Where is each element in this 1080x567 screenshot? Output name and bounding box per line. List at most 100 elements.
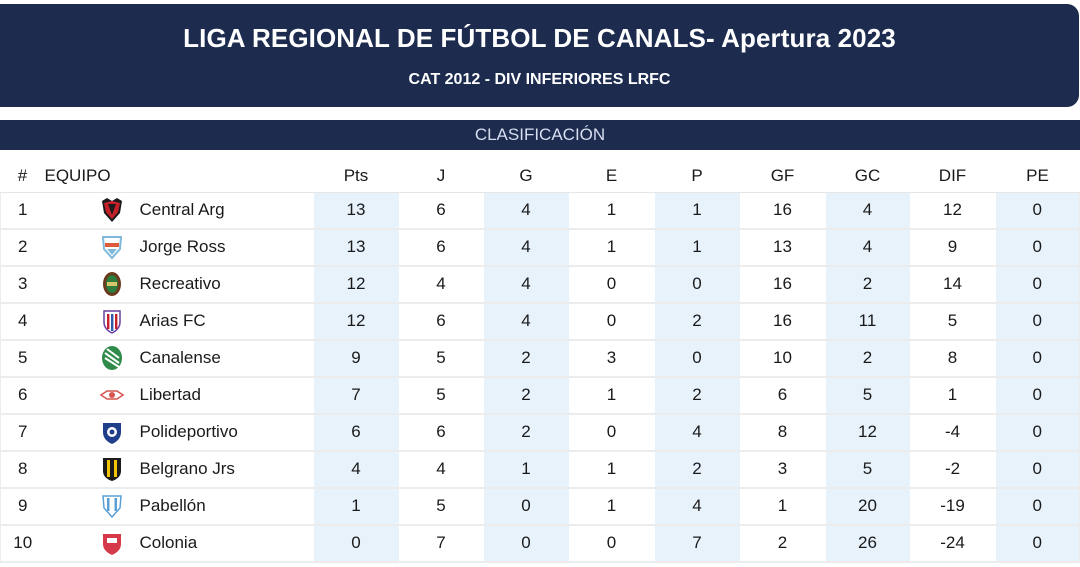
pts-cell: 9 [313, 339, 399, 378]
dif-cell: -2 [909, 450, 996, 489]
col-header-gf: GF [739, 161, 826, 193]
gc-cell: 20 [825, 487, 910, 526]
team-cell: Jorge Ross [44, 228, 314, 267]
e-cell: 0 [568, 265, 655, 304]
e-cell: 1 [568, 376, 655, 415]
table-row: 3 Recreativo 12 4 4 0 0 16 2 14 0 [0, 265, 1080, 304]
team-name: Arias FC [139, 311, 206, 330]
col-header-e: E [568, 161, 655, 193]
pe-cell: 0 [995, 376, 1080, 415]
gc-cell: 26 [825, 524, 910, 563]
g-cell: 1 [483, 450, 569, 489]
pe-cell: 0 [995, 302, 1080, 341]
position-cell: 8 [0, 450, 45, 489]
g-cell: 2 [483, 339, 569, 378]
position-cell: 5 [0, 339, 45, 378]
gf-cell: 6 [739, 376, 826, 415]
table-row: 2 Jorge Ross 13 6 4 1 1 13 4 9 0 [0, 228, 1080, 267]
team-name: Canalense [139, 348, 221, 367]
team-cell: Central Arg [44, 192, 314, 230]
gf-cell: 3 [739, 450, 826, 489]
e-cell: 0 [568, 524, 655, 563]
table-header-row: # EQUIPO Pts J G E P GF GC DIF PE [0, 161, 1080, 193]
e-cell: 1 [568, 192, 655, 230]
libertad-crest-icon [99, 382, 125, 408]
team-name: Polideportivo [139, 422, 238, 441]
table-row: 10 Colonia 0 7 0 0 7 2 26 -24 0 [0, 524, 1080, 563]
polideportivo-crest-icon [99, 419, 125, 445]
arias-fc-crest-icon [99, 308, 125, 334]
p-cell: 0 [654, 339, 740, 378]
col-header-j: J [398, 161, 484, 193]
dif-cell: 12 [909, 192, 996, 230]
team-name: Recreativo [139, 274, 221, 293]
dif-cell: -4 [909, 413, 996, 452]
e-cell: 3 [568, 339, 655, 378]
dif-cell: 1 [909, 376, 996, 415]
league-header: LIGA REGIONAL DE FÚTBOL DE CANALS- Apert… [0, 4, 1079, 107]
g-cell: 2 [483, 376, 569, 415]
j-cell: 6 [398, 192, 484, 230]
pts-cell: 13 [313, 192, 399, 230]
central-arg-crest-icon [99, 197, 125, 223]
table-row: 4 Arias FC 12 6 4 0 2 16 11 5 0 [0, 302, 1080, 341]
p-cell: 2 [654, 450, 740, 489]
standings-table: # EQUIPO Pts J G E P GF GC DIF PE 1 Centr… [0, 161, 1080, 563]
gf-cell: 2 [739, 524, 826, 563]
gf-cell: 16 [739, 192, 826, 230]
table-row: 8 Belgrano Jrs 4 4 1 1 2 3 5 -2 0 [0, 450, 1080, 489]
position-cell: 2 [0, 228, 45, 267]
team-name: Belgrano Jrs [139, 459, 235, 478]
gc-cell: 2 [825, 265, 910, 304]
pts-cell: 6 [313, 413, 399, 452]
g-cell: 4 [483, 302, 569, 341]
pts-cell: 1 [313, 487, 399, 526]
table-row: 1 Central Arg 13 6 4 1 1 16 4 12 0 [0, 192, 1080, 230]
col-header-team: EQUIPO [44, 161, 314, 193]
gc-cell: 5 [825, 450, 910, 489]
j-cell: 5 [398, 487, 484, 526]
j-cell: 5 [398, 376, 484, 415]
position-cell: 3 [0, 265, 45, 304]
table-row: 5 Canalense 9 5 2 3 0 10 2 8 0 [0, 339, 1080, 378]
gf-cell: 1 [739, 487, 826, 526]
team-cell: Polideportivo [44, 413, 314, 452]
belgrano-jrs-crest-icon [99, 456, 125, 482]
pe-cell: 0 [995, 413, 1080, 452]
e-cell: 0 [568, 413, 655, 452]
gc-cell: 2 [825, 339, 910, 378]
table-row: 9 Pabellón 1 5 0 1 4 1 20 -19 0 [0, 487, 1080, 526]
gc-cell: 12 [825, 413, 910, 452]
pe-cell: 0 [995, 487, 1080, 526]
dif-cell: 9 [909, 228, 996, 267]
table-row: 6 Libertad 7 5 2 1 2 6 5 1 0 [0, 376, 1080, 415]
col-header-gc: GC [825, 161, 910, 193]
position-cell: 7 [0, 413, 45, 452]
gc-cell: 11 [825, 302, 910, 341]
e-cell: 1 [568, 450, 655, 489]
col-header-p: P [654, 161, 740, 193]
pe-cell: 0 [995, 228, 1080, 267]
position-cell: 9 [0, 487, 45, 526]
team-cell: Libertad [44, 376, 314, 415]
gc-cell: 5 [825, 376, 910, 415]
j-cell: 5 [398, 339, 484, 378]
gc-cell: 4 [825, 228, 910, 267]
league-title: LIGA REGIONAL DE FÚTBOL DE CANALS- Apert… [183, 23, 896, 53]
pe-cell: 0 [995, 265, 1080, 304]
pts-cell: 12 [313, 265, 399, 304]
g-cell: 4 [483, 228, 569, 267]
gf-cell: 16 [739, 302, 826, 341]
jorge-ross-crest-icon [99, 234, 125, 260]
col-header-pe: PE [995, 161, 1080, 193]
gc-cell: 4 [825, 192, 910, 230]
dif-cell: 14 [909, 265, 996, 304]
e-cell: 0 [568, 302, 655, 341]
pe-cell: 0 [995, 339, 1080, 378]
j-cell: 6 [398, 413, 484, 452]
position-cell: 6 [0, 376, 45, 415]
team-cell: Belgrano Jrs [44, 450, 314, 489]
g-cell: 0 [483, 524, 569, 563]
j-cell: 7 [398, 524, 484, 563]
col-header-pos: # [0, 161, 45, 193]
